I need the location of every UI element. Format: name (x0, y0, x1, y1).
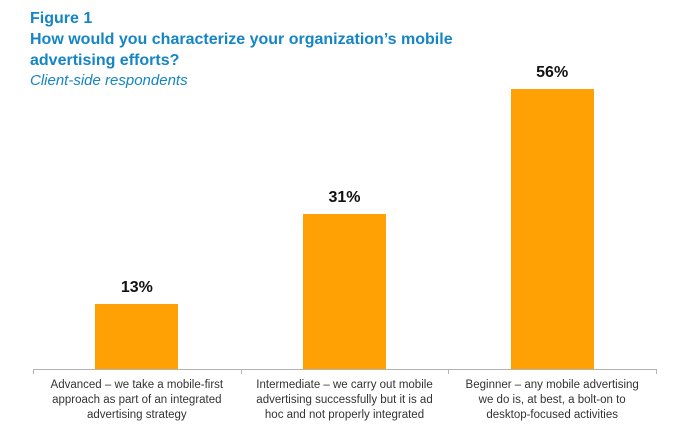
bar-intermediate (303, 214, 386, 369)
figure-label: Figure 1 (30, 10, 93, 27)
bar-group-advanced: 13% (33, 279, 241, 369)
x-axis-tick (241, 370, 242, 374)
category-label-intermediate: Intermediate – we carry out mobile adver… (256, 379, 433, 421)
plot-area: 13% 31% 56% (33, 0, 656, 369)
bar-advanced (95, 304, 179, 369)
x-axis-tick (448, 370, 449, 374)
chart-title: How would you characterize your organiza… (30, 31, 453, 69)
category-labels-row: Advanced – we take a mobile-first approa… (33, 378, 656, 423)
value-label-intermediate: 31% (328, 189, 361, 206)
chart-subtitle: Client-side respondents (30, 72, 188, 89)
bar-group-beginner: 56% (448, 64, 656, 369)
x-axis-line (33, 369, 657, 370)
chart-header: Figure 1 How would you characterize your… (30, 8, 530, 91)
value-label-beginner: 56% (536, 64, 569, 81)
value-label-advanced: 13% (120, 279, 153, 296)
bar-group-intermediate: 31% (241, 189, 449, 369)
category-label-advanced: Advanced – we take a mobile-first approa… (50, 379, 224, 421)
x-axis-tick (33, 370, 34, 374)
bar-beginner (510, 89, 594, 369)
category-label-beginner: Beginner – any mobile advertising we do … (465, 379, 639, 421)
x-axis-tick (656, 370, 657, 374)
